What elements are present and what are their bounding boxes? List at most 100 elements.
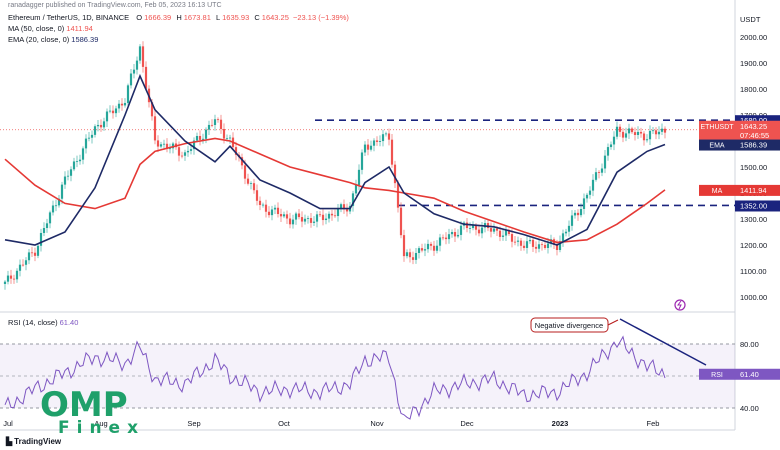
ma-legend-value: 1411.94: [66, 24, 93, 33]
ema-legend-value: 1586.39: [71, 35, 99, 44]
candle-body: [435, 245, 439, 251]
candle-body: [381, 134, 385, 142]
candle-body: [369, 145, 373, 150]
candle-body: [321, 214, 325, 221]
candle-body: [645, 139, 649, 141]
candle-body: [522, 245, 526, 248]
candle-body: [363, 144, 367, 153]
rsi-legend-value: 61.40: [59, 318, 79, 327]
candle-body: [84, 138, 88, 149]
candle-body: [393, 164, 397, 184]
candle-body: [501, 235, 505, 237]
candle-body: [465, 222, 469, 229]
candle-body: [558, 241, 562, 251]
candle-body: [516, 240, 520, 242]
candle-body: [282, 214, 286, 217]
candle-body: [129, 73, 133, 86]
candle-body: [660, 128, 664, 132]
ma-tag-name: MA: [712, 188, 723, 195]
candle-body: [99, 124, 103, 128]
candle-body: [405, 252, 409, 257]
rsi-line: [4, 335, 666, 420]
ma-legend[interactable]: MA (50, close, 0) 1411.94: [8, 24, 93, 33]
candle-body: [504, 230, 508, 236]
rsi-value-box: [735, 368, 780, 380]
price-tick-label: 1200.00: [740, 241, 767, 250]
finex-logo: Finex: [58, 418, 146, 438]
ethusdt-name-box: [699, 120, 735, 140]
candle-body: [561, 233, 565, 242]
candle-body: [507, 230, 511, 235]
candle-body: [21, 264, 25, 266]
rsi-legend[interactable]: RSI (14, close) 61.40: [8, 318, 78, 327]
price-tick-label: 1000.00: [740, 293, 767, 302]
candle-body: [297, 213, 301, 218]
candle-body: [621, 131, 625, 138]
candle-body: [357, 169, 361, 185]
candle-body: [117, 103, 121, 109]
candle-body: [153, 116, 157, 141]
candle-body: [195, 135, 199, 141]
candle-body: [600, 168, 604, 173]
publisher-line: ranadagger published on TradingView.com,…: [8, 2, 222, 9]
candle-body: [588, 190, 592, 195]
time-tick-label: Sep: [187, 419, 200, 428]
candle-body: [222, 128, 226, 139]
lightning-icon[interactable]: [674, 299, 686, 311]
ethusdt-tag-name: ETHUSDT: [700, 124, 734, 131]
ema-legend[interactable]: EMA (20, close, 0) 1586.39: [8, 35, 98, 44]
candle-body: [414, 252, 418, 260]
candle-body: [555, 244, 559, 251]
ma-value-box: [735, 184, 780, 196]
time-tick-label: 2023: [552, 419, 569, 428]
candle-body: [255, 190, 259, 201]
candle-body: [111, 110, 115, 114]
ohlc-open: 1666.39: [144, 13, 172, 22]
candle-body: [315, 214, 319, 222]
candle-body: [90, 134, 94, 138]
candle-body: [3, 281, 7, 284]
candle-body: [636, 131, 640, 135]
candle-body: [576, 212, 580, 216]
candle-body: [408, 252, 412, 258]
candle-body: [30, 252, 34, 254]
ema-tag-value: 1586.39: [740, 141, 767, 150]
candle-body: [159, 144, 163, 147]
candle-body: [207, 124, 211, 130]
candle-body: [72, 161, 76, 170]
ethusdt-value-box: [735, 120, 780, 140]
candle-body: [426, 243, 430, 250]
candle-body: [33, 252, 37, 256]
candle-body: [156, 140, 160, 147]
ohlc-change: −23.13 (−1.39%): [293, 13, 349, 22]
candle-body: [492, 228, 496, 232]
candle-body: [273, 207, 277, 210]
ma-legend-label: MA (50, close, 0): [8, 24, 65, 33]
candle-body: [96, 124, 100, 127]
candle-body: [354, 184, 358, 194]
candle-body: [549, 239, 553, 244]
price-tick-label: 1300.00: [740, 215, 767, 224]
candle-body: [93, 126, 97, 135]
candle-body: [513, 241, 517, 243]
candle-body: [630, 128, 634, 133]
candle-body: [615, 126, 619, 137]
candle-body: [471, 225, 475, 229]
candle-body: [12, 278, 16, 280]
candle-body: [591, 179, 595, 191]
candle-body: [582, 198, 586, 209]
ohlc-close: 1643.25: [261, 13, 289, 22]
candle-body: [603, 155, 607, 169]
candle-body: [312, 221, 316, 223]
candle-body: [219, 119, 223, 129]
candle-body: [267, 211, 271, 216]
candle-body: [168, 148, 172, 150]
candle-body: [186, 150, 190, 153]
candle-body: [543, 244, 547, 248]
resistance-price-box: [735, 115, 780, 127]
candle-body: [204, 129, 208, 139]
symbol-ohlc-line: Ethereum / TetherUS, 1D, BINANCE O 1666.3…: [8, 13, 349, 22]
candle-body: [528, 239, 532, 242]
